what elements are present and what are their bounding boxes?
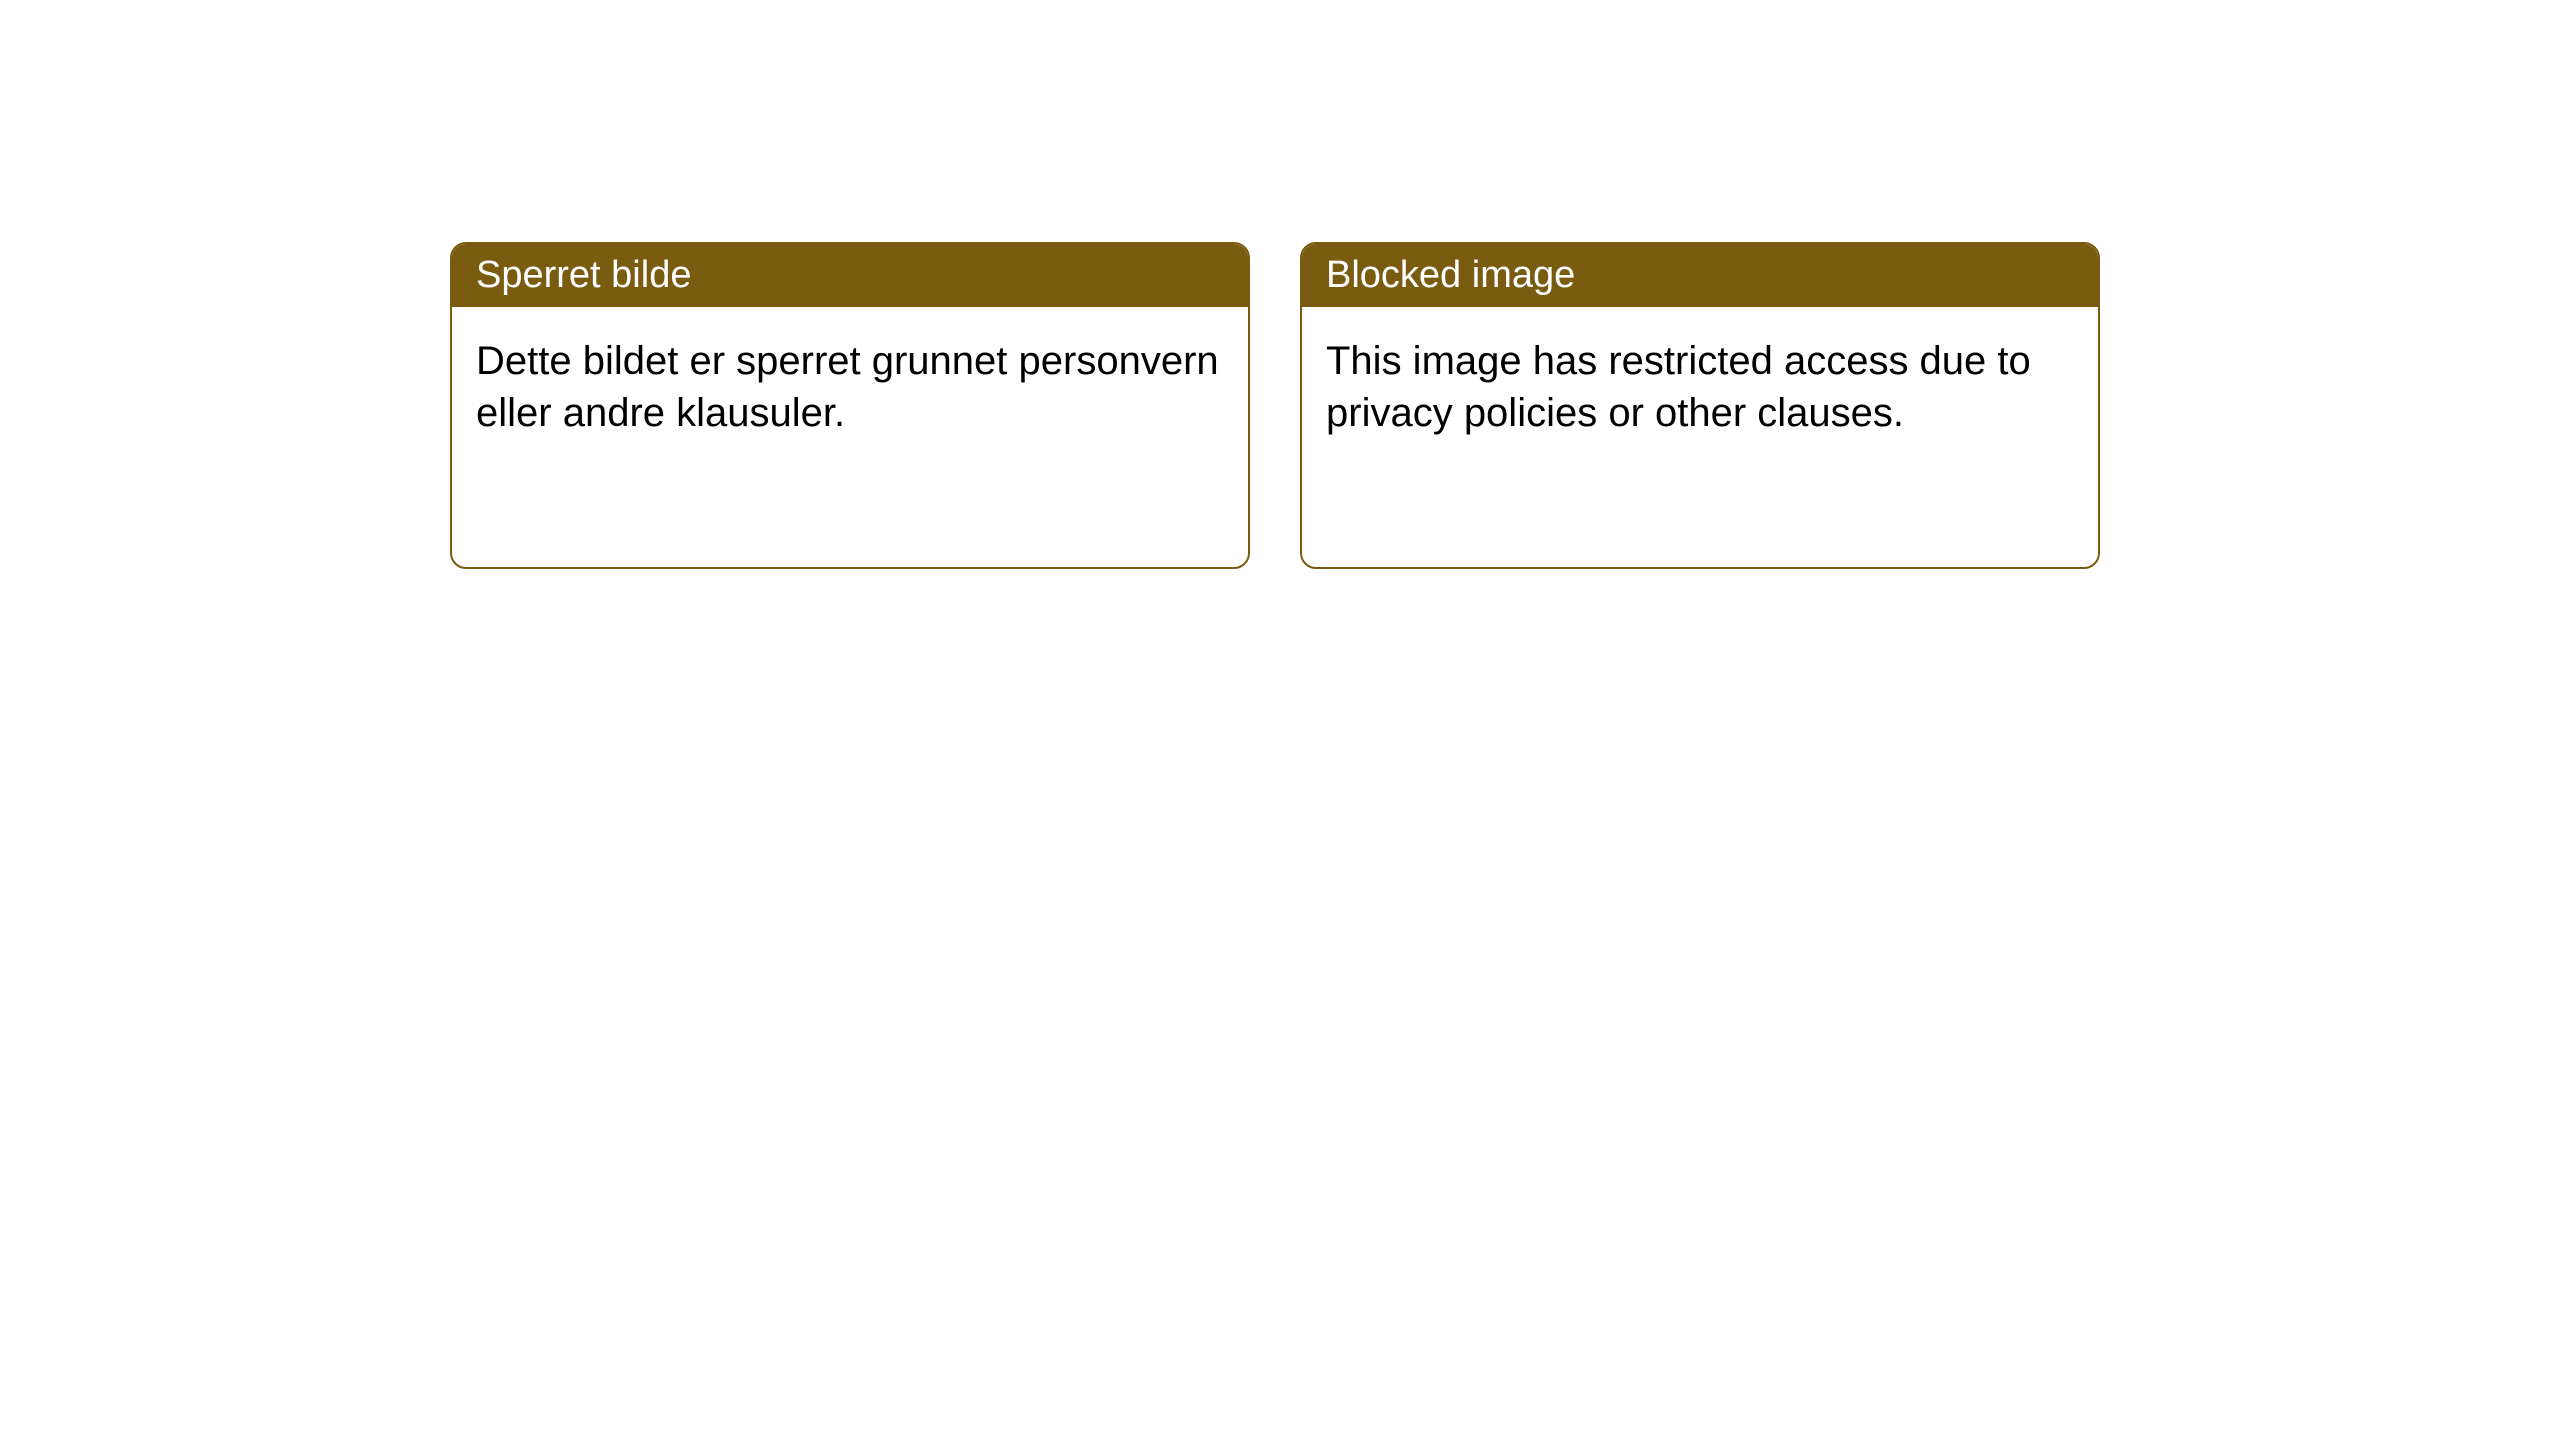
notice-card-norwegian: Sperret bilde Dette bildet er sperret gr… [450,242,1250,569]
notice-body: This image has restricted access due to … [1302,307,2098,567]
notice-container: Sperret bilde Dette bildet er sperret gr… [450,242,2100,569]
notice-card-english: Blocked image This image has restricted … [1300,242,2100,569]
notice-body: Dette bildet er sperret grunnet personve… [452,307,1248,567]
notice-title: Sperret bilde [452,244,1248,307]
notice-title: Blocked image [1302,244,2098,307]
